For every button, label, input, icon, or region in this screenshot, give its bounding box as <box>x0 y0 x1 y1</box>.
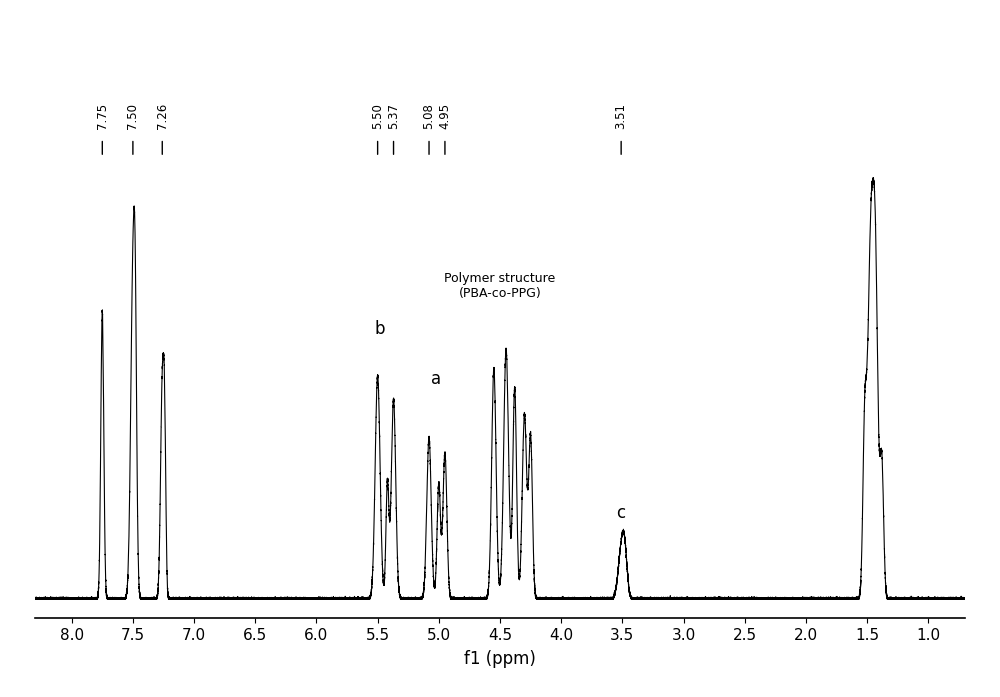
Text: b: b <box>375 320 385 338</box>
X-axis label: f1 (ppm): f1 (ppm) <box>464 650 536 668</box>
Text: 5.08: 5.08 <box>423 104 436 130</box>
Text: 5.50: 5.50 <box>371 104 384 130</box>
Text: 7.50: 7.50 <box>126 103 139 130</box>
Text: 5.37: 5.37 <box>387 103 400 130</box>
Text: 4.95: 4.95 <box>438 103 451 130</box>
Text: c: c <box>617 505 626 522</box>
Text: 7.26: 7.26 <box>156 103 169 130</box>
Text: Polymer structure
(PBA-co-PPG): Polymer structure (PBA-co-PPG) <box>444 273 556 300</box>
Text: a: a <box>431 369 441 388</box>
Text: 3.51: 3.51 <box>615 103 628 130</box>
Text: 7.75: 7.75 <box>96 103 109 130</box>
